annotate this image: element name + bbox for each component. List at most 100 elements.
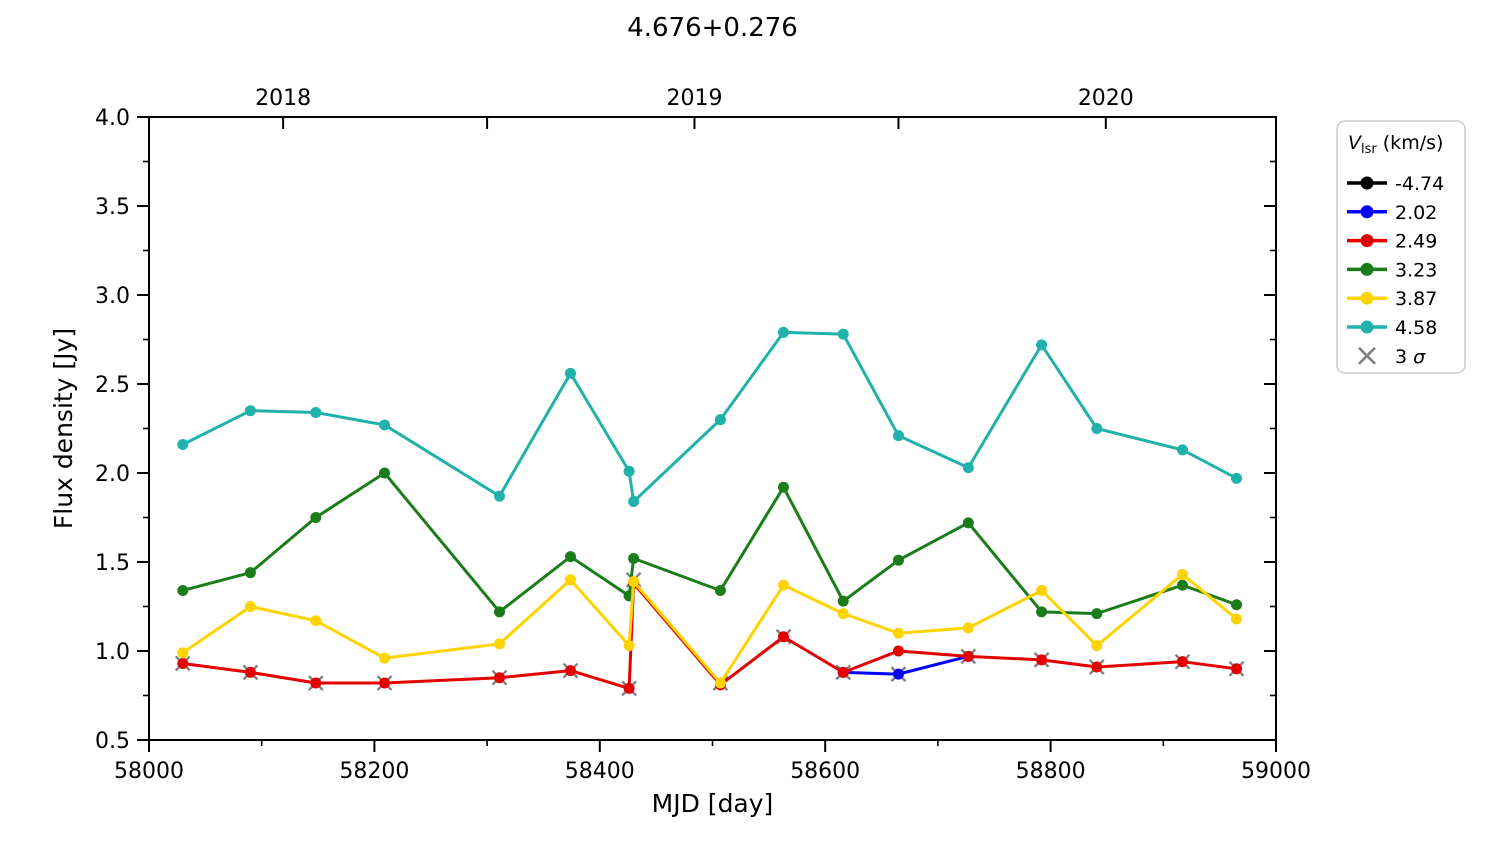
- y-axis-left: 0.5 1.0 1.5 2.0 2.5 3.0 3.5 4.0 Flux density [Jy…: [49, 106, 149, 754]
- data-point-marker: [962, 517, 974, 529]
- legend-label: 4.58: [1395, 317, 1437, 339]
- data-point-marker: [379, 677, 391, 689]
- x-axis-label: MJD [day]: [652, 789, 774, 818]
- data-point-marker: [778, 326, 790, 338]
- data-point-marker: [628, 552, 640, 564]
- data-point-marker: [778, 579, 790, 591]
- legend-label: -4.74: [1395, 173, 1444, 195]
- y-tick-label: 0.5: [95, 729, 130, 754]
- legend: Vlsr (km/s) -4.74 2.02 2.49 3.23 3.87 4.58 3 σ: [1336, 120, 1466, 374]
- data-point-marker: [1231, 663, 1243, 675]
- data-point-marker: [1091, 608, 1103, 620]
- data-point-marker: [1036, 584, 1048, 596]
- data-point-marker: [564, 367, 576, 379]
- data-point-marker: [1176, 656, 1188, 668]
- year-label: 2018: [255, 86, 311, 111]
- y-tick-label: 1.5: [95, 551, 130, 576]
- data-point-marker: [1176, 444, 1188, 456]
- data-point-marker: [892, 645, 904, 657]
- data-point-marker: [962, 650, 974, 662]
- y-axis-label: Flux density [Jy]: [49, 328, 78, 529]
- x-tick-label: 58600: [790, 759, 860, 784]
- data-point-marker: [564, 665, 576, 677]
- legend-label-sigma: 3 σ: [1395, 346, 1426, 368]
- data-point-marker: [310, 406, 322, 418]
- y-tick-label: 3.5: [95, 195, 130, 220]
- data-point-marker: [628, 576, 640, 588]
- data-point-marker: [244, 666, 256, 678]
- legend-dot-sample: [1360, 320, 1374, 334]
- data-point-marker: [778, 631, 790, 643]
- sigma-x-icon: [1358, 346, 1376, 365]
- series-3.87: [177, 568, 1243, 689]
- x-axis-top: 2018 2019 2020: [255, 86, 1134, 129]
- x-tick-label: 59000: [1241, 759, 1311, 784]
- series-line-4.58: [181, 330, 1239, 503]
- legend-dot-sample: [1360, 291, 1374, 305]
- data-point-marker: [892, 430, 904, 442]
- data-point-marker: [962, 462, 974, 474]
- data-point-marker: [1176, 579, 1188, 591]
- legend-dot-sample: [1360, 176, 1374, 190]
- data-point-marker: [628, 495, 640, 507]
- data-point-marker: [778, 481, 790, 493]
- series-2.49: [177, 577, 1243, 694]
- data-point-marker: [1231, 472, 1243, 484]
- data-point-marker: [623, 465, 635, 477]
- legend-title: Vlsr (km/s): [1348, 132, 1443, 157]
- data-point-marker: [310, 615, 322, 627]
- data-point-marker: [379, 467, 391, 479]
- legend-entry-sigma: 3 σ: [1358, 346, 1426, 368]
- data-point-marker: [623, 640, 635, 652]
- legend-entry--4.74: -4.74: [1347, 173, 1444, 195]
- data-point-marker: [714, 584, 726, 596]
- data-point-marker: [379, 652, 391, 664]
- data-point-marker: [564, 551, 576, 563]
- legend-label: 3.23: [1395, 259, 1437, 281]
- data-point-marker: [1091, 423, 1103, 434]
- data-point-marker: [244, 601, 256, 612]
- data-point-marker: [493, 638, 505, 650]
- data-point-marker: [1231, 613, 1243, 625]
- legend-label: 3.87: [1395, 288, 1437, 310]
- legend-dot-sample: [1360, 205, 1374, 219]
- x-axis-bottom: 58000 58200 58400 58600 58800 59000 MJD [day]: [114, 740, 1311, 818]
- data-point-marker: [244, 567, 256, 579]
- series-3.23: [177, 467, 1243, 620]
- y-tick-label: 2.5: [95, 373, 130, 398]
- x-tick-label: 58400: [565, 759, 635, 784]
- y-axis-right: [1264, 116, 1276, 741]
- data-point-marker: [892, 554, 904, 566]
- legend-label: 2.02: [1395, 202, 1437, 224]
- legend-entry-4.58: 4.58: [1347, 317, 1437, 339]
- data-point-marker: [623, 682, 635, 694]
- series-line-3.23: [181, 471, 1239, 616]
- legend-dot-sample: [1360, 262, 1374, 276]
- data-point-marker: [714, 677, 726, 689]
- data-point-marker: [1036, 654, 1048, 666]
- data-point-marker: [837, 328, 849, 340]
- data-point-marker: [379, 419, 391, 431]
- legend-entry-2.49: 2.49: [1347, 231, 1437, 253]
- year-label: 2020: [1078, 86, 1134, 111]
- data-point-marker: [177, 584, 189, 596]
- y-tick-label: 2.0: [95, 462, 130, 487]
- data-point-marker: [962, 622, 974, 634]
- data-point-marker: [1091, 661, 1103, 673]
- y-tick-label: 1.0: [95, 640, 130, 665]
- series-4.58: [177, 326, 1243, 507]
- data-point-marker: [892, 627, 904, 639]
- legend-dot-sample: [1360, 234, 1374, 248]
- legend-entry-3.87: 3.87: [1347, 288, 1437, 310]
- data-point-marker: [310, 512, 322, 523]
- data-point-marker: [714, 414, 726, 426]
- data-point-marker: [1091, 640, 1103, 652]
- series-line-3.87: [181, 572, 1239, 685]
- data-point-marker: [837, 595, 849, 607]
- x-tick-label: 58000: [114, 759, 184, 784]
- data-point-marker: [493, 490, 505, 502]
- legend-entry-3.23: 3.23: [1347, 259, 1437, 281]
- data-point-marker: [177, 657, 189, 669]
